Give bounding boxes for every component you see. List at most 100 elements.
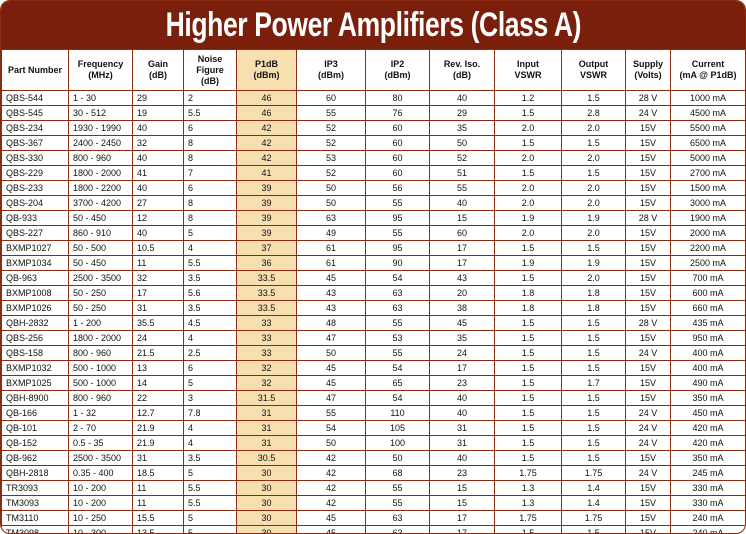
cell-rev: 60 [429, 225, 495, 241]
cell-out_vswr: 1.5 [561, 165, 626, 181]
cell-gain: 21.9 [132, 435, 184, 451]
cell-freq: 500 - 1000 [68, 375, 133, 391]
cell-ip2: 55 [365, 345, 430, 361]
cell-gain: 32 [132, 135, 184, 151]
cell-part: BXMP1008 [1, 285, 69, 301]
cell-gain: 32 [132, 270, 184, 286]
cell-out_vswr: 1.9 [561, 255, 626, 271]
table-row: QBS-229 1800 - 2000 41 7 41 52 60 51 1.5 1.5 15V 27… [1, 165, 745, 181]
cell-part: BXMP1034 [1, 255, 69, 271]
cell-part: QBS-256 [1, 330, 69, 346]
cell-nf: 5.6 [183, 285, 237, 301]
cell-current: 435 mA [670, 315, 745, 331]
cell-freq: 800 - 960 [68, 345, 133, 361]
cell-rev: 40 [429, 390, 495, 406]
cell-current: 1900 mA [670, 210, 745, 226]
cell-supply: 15V [625, 390, 671, 406]
cell-p1db: 30 [236, 510, 297, 526]
cell-out_vswr: 1.5 [561, 420, 626, 436]
cell-ip2: 95 [365, 240, 430, 256]
cell-gain: 31 [132, 300, 184, 316]
cell-part: QBS-234 [1, 120, 69, 136]
table-row: QBS-330 800 - 960 40 8 42 53 60 52 2.0 2.0 15V 5000… [1, 150, 745, 166]
column-header-ip3: IP3 (dBm) [296, 49, 366, 91]
cell-gain: 15.5 [132, 510, 184, 526]
cell-gain: 24 [132, 330, 184, 346]
cell-p1db: 42 [236, 150, 297, 166]
cell-ip2: 53 [365, 330, 430, 346]
cell-p1db: 30 [236, 465, 297, 481]
cell-gain: 11 [132, 255, 184, 271]
amplifier-spec-table: Part Number Frequency (MHz) Gain (dB) Noise F… [1, 49, 745, 533]
cell-ip2: 80 [365, 90, 430, 106]
table-row: BXMP1032 500 - 1000 13 6 32 45 54 17 1.5 1.5 15V 40… [1, 360, 745, 376]
cell-part: BXMP1032 [1, 360, 69, 376]
cell-freq: 1800 - 2000 [68, 165, 133, 181]
cell-part: QB-963 [1, 270, 69, 286]
cell-in_vswr: 1.5 [494, 270, 562, 286]
cell-nf: 8 [183, 210, 237, 226]
cell-gain: 18.5 [132, 465, 184, 481]
cell-supply: 15V [625, 270, 671, 286]
table-row: BXMP1008 50 - 250 17 5.6 33.5 43 63 20 1.8 1.8 15V… [1, 285, 745, 301]
cell-ip2: 55 [365, 495, 430, 511]
cell-in_vswr: 1.75 [494, 465, 562, 481]
cell-freq: 3700 - 4200 [68, 195, 133, 211]
cell-freq: 50 - 450 [68, 255, 133, 271]
cell-part: QBH-2832 [1, 315, 69, 331]
cell-ip3: 45 [296, 360, 366, 376]
cell-out_vswr: 1.5 [561, 315, 626, 331]
cell-part: QB-152 [1, 435, 69, 451]
cell-p1db: 30 [236, 495, 297, 511]
cell-in_vswr: 1.9 [494, 255, 562, 271]
cell-nf: 4 [183, 330, 237, 346]
cell-freq: 2400 - 2450 [68, 135, 133, 151]
cell-in_vswr: 1.5 [494, 330, 562, 346]
cell-p1db: 33.5 [236, 285, 297, 301]
cell-p1db: 39 [236, 225, 297, 241]
table-row: TM3093 10 - 200 11 5.5 30 42 55 15 1.3 1.4 15V 330 … [1, 495, 745, 511]
cell-gain: 13.5 [132, 525, 184, 533]
cell-ip3: 43 [296, 285, 366, 301]
cell-ip3: 45 [296, 375, 366, 391]
cell-current: 2700 mA [670, 165, 745, 181]
cell-ip2: 63 [365, 300, 430, 316]
cell-freq: 2 - 70 [68, 420, 133, 436]
cell-supply: 15V [625, 360, 671, 376]
column-header-freq: Frequency (MHz) [68, 49, 133, 91]
cell-out_vswr: 2.0 [561, 150, 626, 166]
cell-gain: 21.5 [132, 345, 184, 361]
cell-ip2: 50 [365, 450, 430, 466]
cell-part: QB-101 [1, 420, 69, 436]
cell-freq: 10 - 250 [68, 510, 133, 526]
cell-part: TM3098 [1, 525, 69, 533]
table-row: QBH-2818 0.35 - 400 18.5 5 30 42 68 23 1.75 1.75 2… [1, 465, 745, 481]
table-row: TM3098 10 - 300 13.5 5 30 45 63 17 1.5 1.5 15V 240 … [1, 525, 745, 533]
cell-current: 420 mA [670, 435, 745, 451]
cell-ip3: 45 [296, 510, 366, 526]
cell-current: 1500 mA [670, 180, 745, 196]
cell-nf: 6 [183, 360, 237, 376]
column-header-current: Current (mA @ P1dB) [670, 49, 745, 91]
column-header-out_vswr: Output VSWR [561, 49, 626, 91]
cell-nf: 4.5 [183, 315, 237, 331]
cell-part: QBH-2818 [1, 465, 69, 481]
cell-part: QB-166 [1, 405, 69, 421]
cell-out_vswr: 1.5 [561, 405, 626, 421]
cell-nf: 3 [183, 390, 237, 406]
table-row: QBS-204 3700 - 4200 27 8 39 50 55 40 2.0 2.0 15V 30… [1, 195, 745, 211]
cell-p1db: 30 [236, 525, 297, 533]
cell-out_vswr: 2.0 [561, 195, 626, 211]
cell-gain: 14 [132, 375, 184, 391]
cell-ip2: 60 [365, 135, 430, 151]
cell-nf: 5 [183, 510, 237, 526]
cell-current: 245 mA [670, 465, 745, 481]
cell-rev: 40 [429, 405, 495, 421]
cell-ip2: 63 [365, 510, 430, 526]
cell-supply: 24 V [625, 105, 671, 121]
cell-nf: 5 [183, 465, 237, 481]
cell-current: 5500 mA [670, 120, 745, 136]
cell-rev: 17 [429, 240, 495, 256]
table-row: QBS-367 2400 - 2450 32 8 42 52 60 50 1.5 1.5 15V 65… [1, 135, 745, 151]
